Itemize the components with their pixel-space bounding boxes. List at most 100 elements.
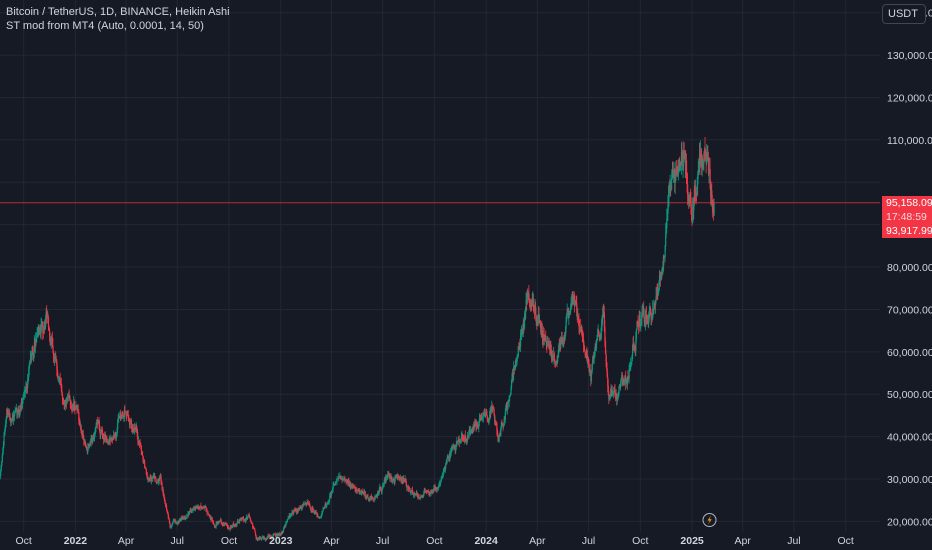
- candle[interactable]: [119, 409, 122, 421]
- candle[interactable]: [389, 473, 391, 482]
- candle[interactable]: [604, 337, 607, 355]
- candle[interactable]: [509, 395, 511, 402]
- candle[interactable]: [220, 518, 222, 525]
- candle[interactable]: [650, 309, 652, 325]
- candle[interactable]: [639, 323, 642, 329]
- candle[interactable]: [136, 424, 138, 433]
- candle[interactable]: [235, 523, 237, 527]
- candle[interactable]: [644, 310, 647, 331]
- candle[interactable]: [513, 360, 515, 381]
- candle[interactable]: [141, 450, 143, 455]
- candle[interactable]: [293, 510, 295, 515]
- candle[interactable]: [379, 486, 382, 490]
- candle[interactable]: [465, 436, 467, 443]
- candle[interactable]: [34, 332, 37, 354]
- candle[interactable]: [445, 462, 447, 473]
- candle[interactable]: [52, 350, 55, 363]
- candle[interactable]: [535, 301, 537, 321]
- candle[interactable]: [405, 479, 407, 488]
- candle[interactable]: [181, 517, 183, 522]
- candle[interactable]: [369, 496, 371, 501]
- candle[interactable]: [142, 455, 144, 464]
- candle[interactable]: [660, 272, 662, 281]
- candle[interactable]: [455, 444, 457, 454]
- candle[interactable]: [68, 389, 70, 400]
- candle[interactable]: [545, 330, 547, 342]
- candle[interactable]: [128, 414, 130, 422]
- candle[interactable]: [19, 405, 21, 418]
- candle[interactable]: [628, 364, 630, 384]
- candle[interactable]: [583, 341, 585, 352]
- candle[interactable]: [116, 427, 118, 438]
- candle[interactable]: [44, 319, 46, 330]
- candle[interactable]: [482, 412, 485, 423]
- candle[interactable]: [557, 355, 559, 364]
- candle[interactable]: [698, 161, 700, 175]
- candle[interactable]: [441, 473, 443, 479]
- candle[interactable]: [629, 361, 631, 370]
- candle[interactable]: [229, 525, 231, 532]
- candle[interactable]: [329, 492, 331, 503]
- candle[interactable]: [537, 316, 539, 327]
- candle[interactable]: [271, 535, 273, 540]
- candle[interactable]: [707, 145, 709, 161]
- candle[interactable]: [487, 418, 490, 424]
- candle[interactable]: [250, 519, 252, 524]
- candle[interactable]: [606, 355, 608, 371]
- candle[interactable]: [640, 311, 642, 332]
- candle[interactable]: [663, 255, 665, 266]
- candle[interactable]: [697, 170, 699, 195]
- candle[interactable]: [525, 291, 527, 312]
- candle[interactable]: [452, 443, 454, 452]
- candle[interactable]: [477, 422, 479, 428]
- candle[interactable]: [564, 334, 566, 342]
- candle[interactable]: [584, 350, 586, 359]
- candle[interactable]: [82, 429, 84, 440]
- candle[interactable]: [306, 502, 308, 507]
- candle[interactable]: [620, 379, 622, 391]
- candle[interactable]: [550, 340, 552, 355]
- candle[interactable]: [92, 436, 94, 444]
- candle[interactable]: [535, 314, 537, 326]
- candle[interactable]: [66, 397, 68, 405]
- candle[interactable]: [708, 169, 710, 184]
- candle[interactable]: [253, 525, 255, 530]
- candle[interactable]: [525, 306, 527, 321]
- candle[interactable]: [37, 327, 39, 338]
- candle[interactable]: [69, 394, 71, 402]
- candle[interactable]: [206, 508, 208, 516]
- candle[interactable]: [397, 474, 400, 479]
- candle[interactable]: [632, 337, 634, 354]
- candle[interactable]: [339, 475, 342, 480]
- candle[interactable]: [533, 305, 535, 314]
- candle[interactable]: [212, 520, 214, 525]
- candle[interactable]: [407, 485, 410, 493]
- candle[interactable]: [177, 520, 179, 525]
- candle[interactable]: [688, 194, 690, 209]
- candle[interactable]: [337, 477, 339, 480]
- candle[interactable]: [95, 422, 97, 428]
- candle[interactable]: [596, 334, 598, 344]
- candle[interactable]: [55, 351, 57, 363]
- candle[interactable]: [662, 260, 664, 276]
- candle[interactable]: [40, 317, 42, 340]
- candle[interactable]: [648, 311, 650, 329]
- candle[interactable]: [334, 483, 336, 486]
- symbol-legend[interactable]: Bitcoin / TetherUS, 1D, BINANCE, Heikin …: [6, 6, 230, 18]
- candle[interactable]: [707, 151, 710, 176]
- candle[interactable]: [605, 349, 607, 367]
- candle[interactable]: [2, 447, 4, 456]
- candle[interactable]: [322, 506, 324, 513]
- candle[interactable]: [493, 407, 495, 417]
- candle[interactable]: [491, 403, 494, 414]
- candle[interactable]: [618, 385, 620, 397]
- candle[interactable]: [562, 338, 564, 348]
- candle[interactable]: [9, 413, 11, 422]
- candle[interactable]: [703, 151, 705, 172]
- candle[interactable]: [167, 512, 169, 520]
- candle[interactable]: [702, 159, 705, 170]
- candle[interactable]: [50, 335, 52, 349]
- candle[interactable]: [566, 312, 568, 323]
- candle[interactable]: [192, 507, 194, 514]
- candle[interactable]: [561, 331, 563, 345]
